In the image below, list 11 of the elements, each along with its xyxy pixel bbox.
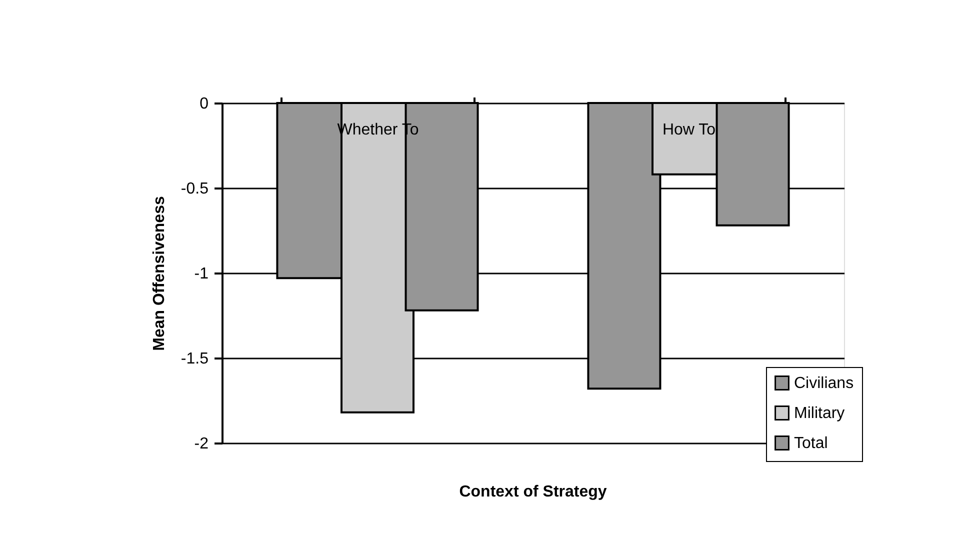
legend-label: Civilians <box>794 375 854 392</box>
y-tick-label: -0.5 <box>180 180 209 198</box>
y-tick-label: -1.5 <box>180 350 209 368</box>
y-axis-title: Mean Offensiveness <box>150 196 168 351</box>
y-tick-label: 0 <box>200 96 209 112</box>
legend-label: Military <box>794 405 845 422</box>
legend-label: Total <box>794 435 828 452</box>
x-tick-label: How To <box>662 122 716 138</box>
y-tick-label: -2 <box>194 436 209 452</box>
y-tick-label: -1 <box>194 266 209 282</box>
x-axis-title: Context of Strategy <box>459 484 607 500</box>
